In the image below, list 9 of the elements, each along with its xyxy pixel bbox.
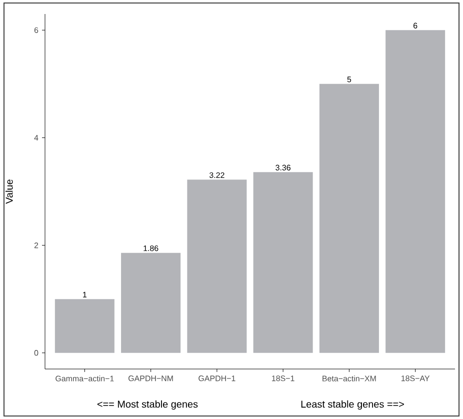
bar: [187, 180, 247, 353]
text: Least stable genes ==>: [301, 400, 404, 410]
bar: [253, 172, 313, 353]
bar: [121, 252, 181, 353]
text: <== Most stable genes: [97, 400, 198, 410]
bar: [319, 84, 379, 353]
bar: [386, 30, 446, 353]
bar: [54, 299, 114, 353]
y-axis-title: Value: [5, 180, 13, 204]
